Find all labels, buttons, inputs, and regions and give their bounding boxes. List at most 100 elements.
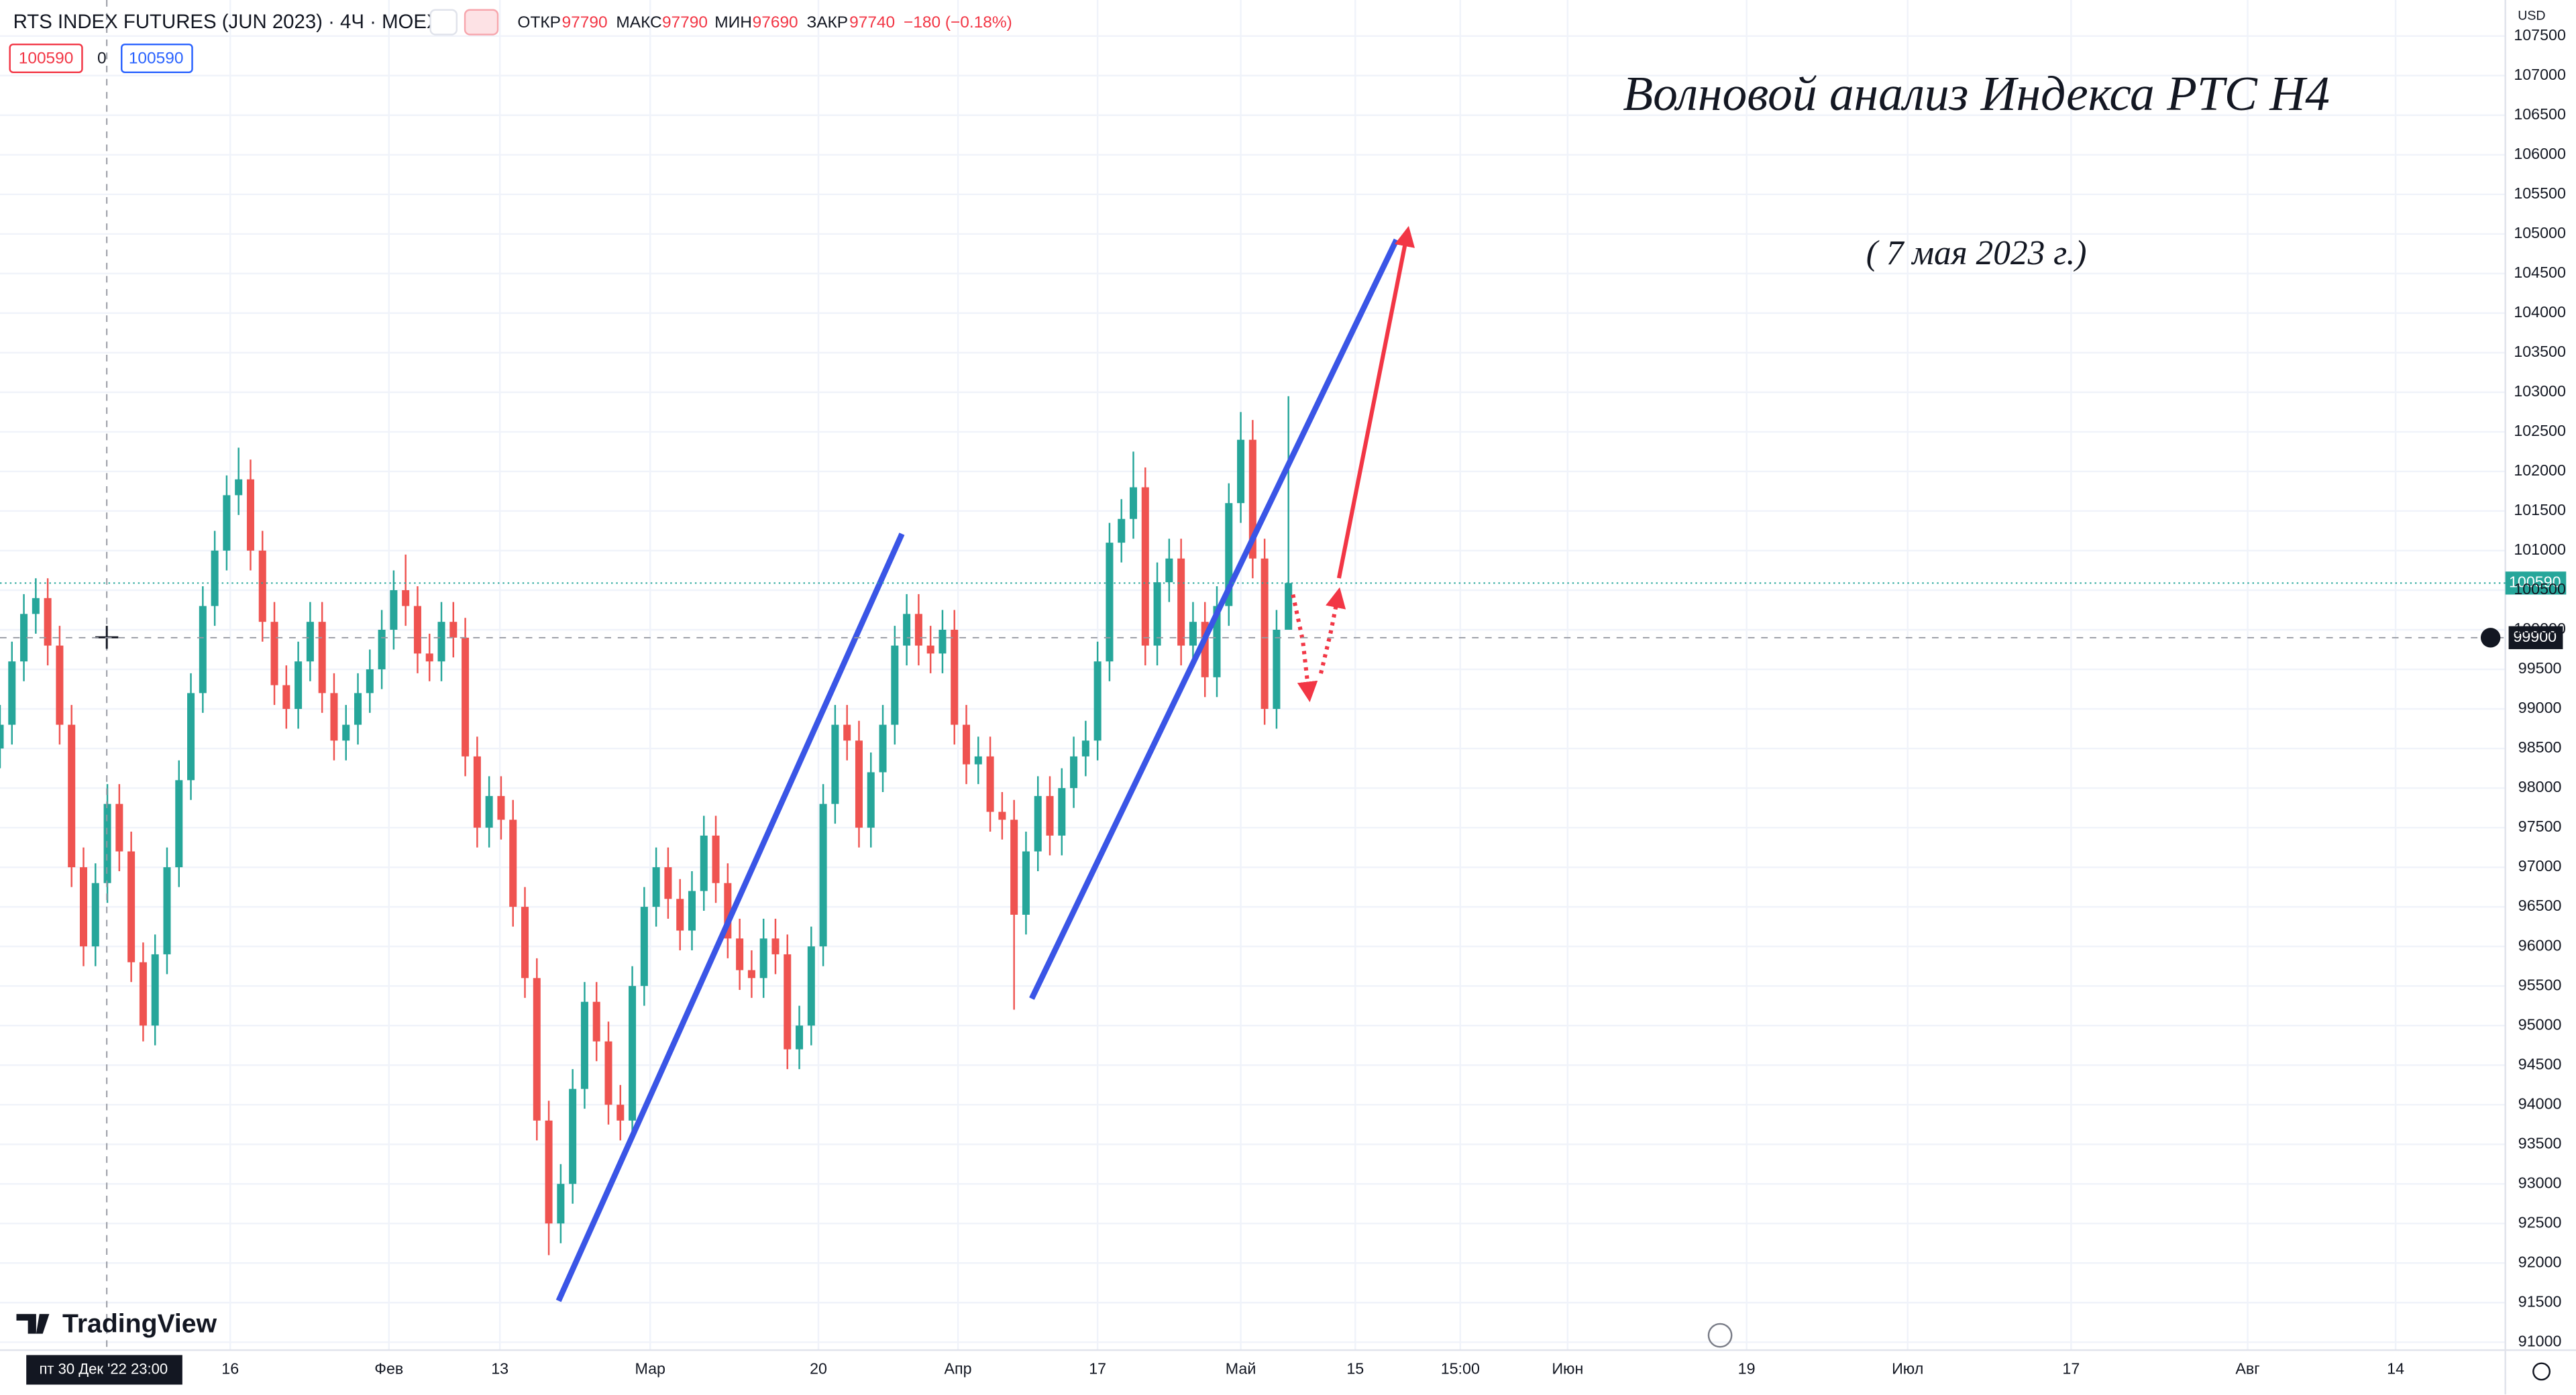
candle-body [903, 614, 911, 646]
icon[interactable] [429, 9, 458, 36]
candle-body [258, 550, 266, 622]
bid[interactable]: 100590 [19, 50, 74, 68]
y-tick-label: 97000 [2518, 857, 2562, 875]
candle-body [246, 479, 254, 551]
candle-body [759, 938, 767, 979]
candle-body [1248, 439, 1256, 559]
candle-body [1285, 583, 1293, 630]
candle-body [1046, 795, 1054, 836]
y-tick-label: 100000 [2514, 620, 2566, 637]
x-tick-label: 13 [491, 1360, 508, 1378]
settings-icon[interactable] [2532, 1362, 2551, 1381]
replay-icon[interactable] [1707, 1323, 1733, 1348]
trend-line[interactable] [1029, 238, 1399, 1000]
candle-body [79, 867, 88, 947]
last-price-tag [2505, 571, 2567, 595]
symbol[interactable]: RTS INDEX FUTURES (JUN 2023) · 4Ч · MOEX [13, 11, 440, 33]
x-tick-label: Апр [945, 1360, 972, 1378]
candle-body [366, 669, 374, 693]
candle-body [270, 622, 278, 685]
candle-body [462, 637, 470, 757]
candle-body [640, 907, 648, 987]
y-tick-label: 93000 [2518, 1174, 2562, 1191]
candle-body [926, 645, 934, 654]
candle-body [855, 740, 863, 828]
candle-body [497, 795, 505, 820]
candle-body [1153, 582, 1161, 646]
candle-body [557, 1184, 565, 1224]
candle-body [68, 724, 76, 868]
candle-body [724, 883, 732, 939]
candle-body [91, 883, 99, 947]
candle-body [413, 606, 421, 654]
candle-body [712, 835, 720, 883]
x-tick-label: 15 [1346, 1360, 1364, 1378]
icon[interactable] [464, 9, 499, 36]
logo-mark [16, 1314, 50, 1334]
candle-body [796, 1025, 804, 1050]
spread: 0 [97, 50, 107, 68]
candle-body [938, 629, 947, 654]
candle-body [1273, 629, 1281, 710]
candle-body [1106, 543, 1114, 662]
x-tick-label: 20 [810, 1360, 827, 1378]
x-tick-label: 15:00 [1441, 1360, 1480, 1378]
crosshair-time-tag [26, 1355, 182, 1385]
x-tick-label: Июн [1552, 1360, 1583, 1378]
candle-body [127, 851, 136, 962]
candle-body [175, 780, 183, 868]
candle-body [998, 812, 1006, 820]
arrow[interactable] [1336, 225, 1415, 579]
x-tick-label: Июл [1892, 1360, 1923, 1378]
candle-body [843, 724, 851, 741]
candle-body [1201, 622, 1209, 677]
add-alert-icon[interactable] [2480, 628, 2501, 648]
candle-body [604, 1041, 612, 1105]
y-tick-label: 98000 [2518, 778, 2562, 795]
watermark: TradingView [62, 1310, 217, 1339]
y-tick-label: 107000 [2514, 66, 2566, 83]
buy-box[interactable] [121, 43, 193, 74]
grid [0, 0, 2506, 1351]
label: ОТКР [517, 13, 561, 32]
value: 97690 [753, 13, 798, 32]
y-tick-label: 105500 [2514, 184, 2566, 202]
candle-body [473, 756, 481, 828]
arrow-dotted[interactable] [1319, 587, 1346, 674]
currency: USD [2518, 9, 2545, 23]
trend-line[interactable] [555, 533, 905, 1302]
candle-body [521, 907, 529, 979]
candle-body [1070, 756, 1078, 789]
candle-body [485, 795, 493, 828]
candle-body [342, 724, 350, 741]
change: −180 (−0.18%) [904, 13, 1012, 32]
candle-body [891, 645, 899, 725]
candle-body [986, 756, 994, 812]
candle-body [807, 946, 815, 1026]
candle-body [1141, 487, 1149, 646]
sell-box[interactable] [9, 43, 83, 74]
candle-body [151, 954, 159, 1026]
candle-body [771, 938, 780, 954]
y-tick-label: 106000 [2514, 145, 2566, 162]
candles [0, 396, 1293, 1256]
candle-body [1081, 740, 1089, 757]
header: RTS INDEX FUTURES (JUN 2023) · 4Ч · MOEX… [9, 9, 1012, 74]
candle-body [676, 899, 684, 931]
candle-body [664, 867, 672, 899]
candle-body [1129, 487, 1138, 519]
candle-body [1237, 439, 1245, 504]
candle-body [0, 724, 4, 749]
candle-body [963, 724, 971, 765]
drawings [555, 225, 1415, 1302]
candle-body [1260, 558, 1269, 710]
candle-body [187, 693, 195, 781]
candle-body [306, 622, 314, 662]
ask[interactable]: 100590 [129, 50, 184, 68]
x-tick-label: Мар [635, 1360, 665, 1378]
candle-body [282, 685, 290, 710]
candle-body [1225, 503, 1233, 606]
candle-body [318, 622, 326, 693]
candle-body [44, 598, 52, 646]
